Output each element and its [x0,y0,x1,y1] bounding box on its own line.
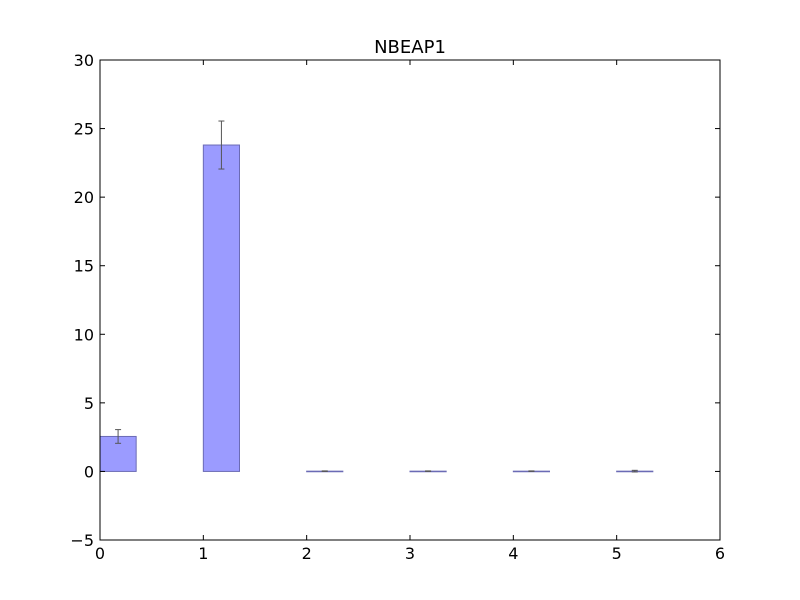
x-tick-label-2: 2 [302,544,312,563]
error-bar-1 [218,120,225,170]
y-tick-label-3: 10 [74,325,94,344]
ticks-layer [99,59,721,541]
chart-title: NBEAP1 [374,37,446,58]
y-tick-label-2: 5 [84,394,94,413]
error-bars-layer [115,120,638,473]
x-tick-label-6: 6 [715,544,725,563]
y-tick-label-0: −5 [70,531,94,550]
x-tick-label-3: 3 [405,544,415,563]
plot-frame [99,59,721,541]
y-tick-label-5: 20 [74,188,94,207]
error-bar-3 [425,470,432,472]
y-tick-label-1: 0 [84,462,94,481]
x-axis-tick-labels: 0 1 2 3 4 5 6 [95,544,725,563]
error-bar-0 [115,429,122,444]
y-tick-label-4: 15 [74,257,94,276]
x-tick-label-1: 1 [198,544,208,563]
error-bar-5 [631,469,638,473]
y-axis-tick-labels: −5 0 5 10 15 20 25 30 [70,51,94,550]
y-tick-label-6: 25 [74,120,94,139]
error-bar-2 [321,470,328,472]
bars-layer [99,144,654,473]
y-tick-label-7: 30 [74,51,94,70]
x-tick-label-5: 5 [612,544,622,563]
x-tick-label-0: 0 [95,544,105,563]
error-bar-4 [528,470,535,472]
x-tick-label-4: 4 [508,544,518,563]
bar-1 [202,144,240,472]
